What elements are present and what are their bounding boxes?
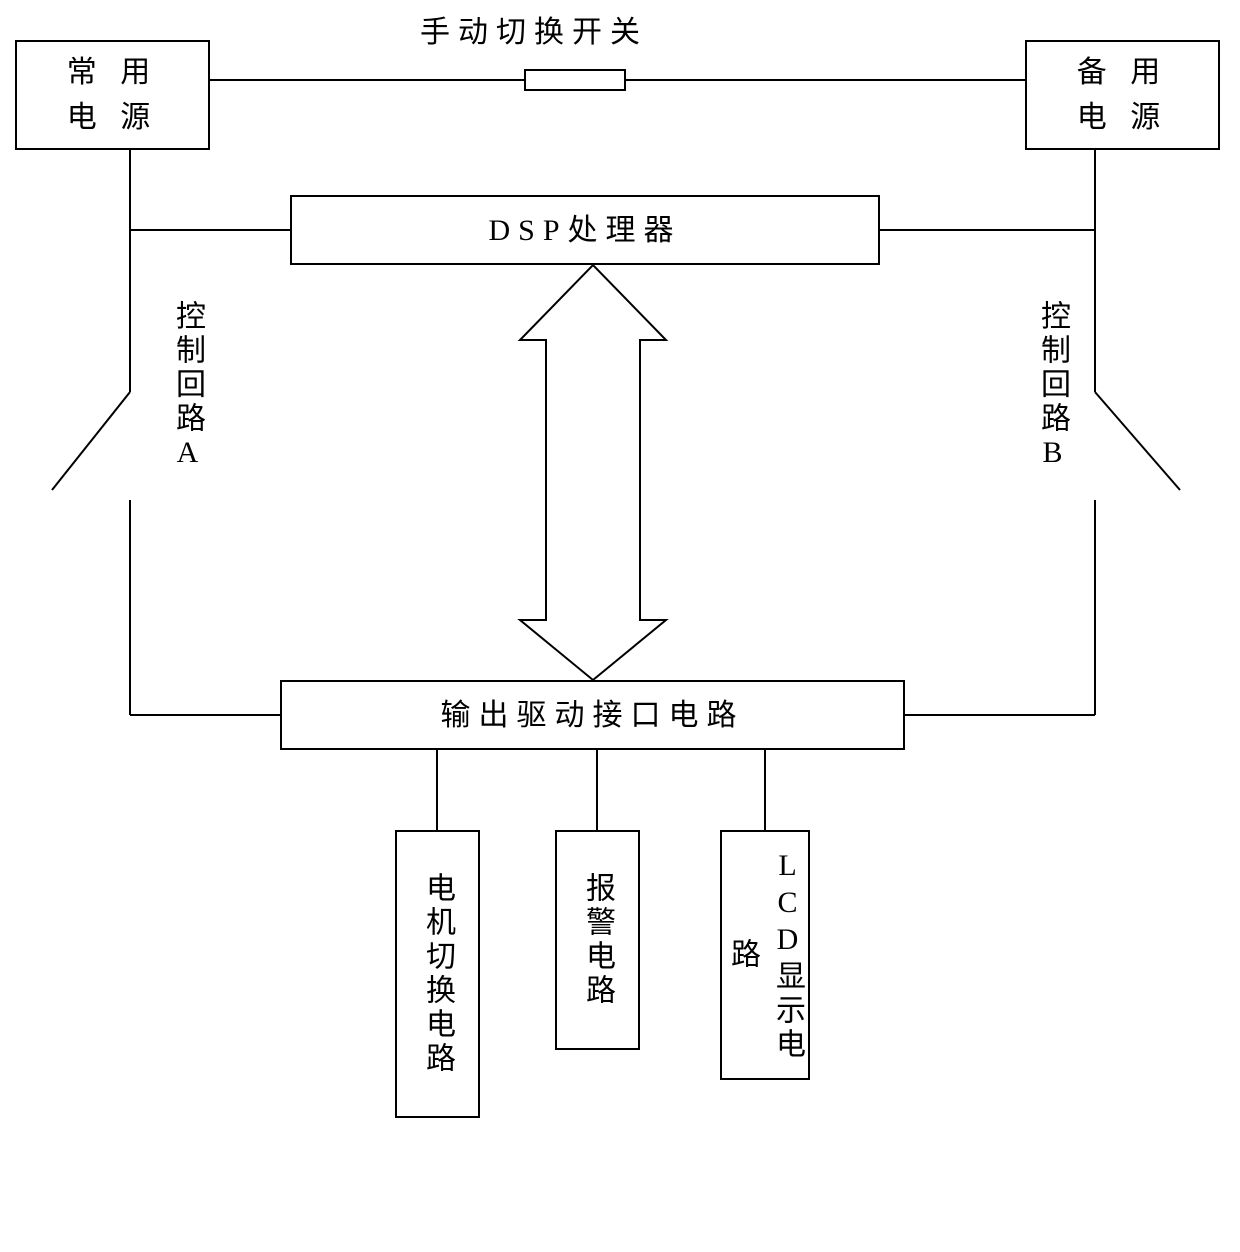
lcd-label: LCD显示电路 xyxy=(720,832,810,1078)
manual-switch-rect xyxy=(525,70,625,90)
double-arrow xyxy=(520,265,666,680)
backup-power-label: 备 用 电 源 xyxy=(1077,50,1169,140)
output-drive-label: 输出驱动接口电路 xyxy=(441,693,745,738)
alarm-box: 报警电路 xyxy=(555,830,640,1050)
switch-a-blade xyxy=(52,392,130,490)
block-diagram: 常 用 电 源 备 用 电 源 DSP处理器 输出驱动接口电路 电机切换电路 报… xyxy=(0,0,1240,1252)
switch-b-blade xyxy=(1095,392,1180,490)
control-loop-b-label: 控制回路B xyxy=(1030,300,1075,473)
control-loop-a-text: 控制回路A xyxy=(171,300,204,473)
output-drive-box: 输出驱动接口电路 xyxy=(280,680,905,750)
dsp-label: DSP处理器 xyxy=(488,208,681,253)
diagram-wires xyxy=(0,0,1240,1252)
alarm-label: 报警电路 xyxy=(575,872,620,1008)
motor-switch-box: 电机切换电路 xyxy=(395,830,480,1118)
lcd-box: LCD显示电路 xyxy=(720,830,810,1080)
motor-switch-label: 电机切换电路 xyxy=(415,872,460,1076)
primary-power-label: 常 用 电 源 xyxy=(67,50,159,140)
primary-power-box: 常 用 电 源 xyxy=(15,40,210,150)
manual-switch-text: 手动切换开关 xyxy=(420,16,648,49)
backup-power-box: 备 用 电 源 xyxy=(1025,40,1220,150)
dsp-box: DSP处理器 xyxy=(290,195,880,265)
control-loop-a-label: 控制回路A xyxy=(165,300,210,473)
control-loop-b-text: 控制回路B xyxy=(1036,300,1069,473)
manual-switch-label: 手动切换开关 xyxy=(420,10,648,55)
